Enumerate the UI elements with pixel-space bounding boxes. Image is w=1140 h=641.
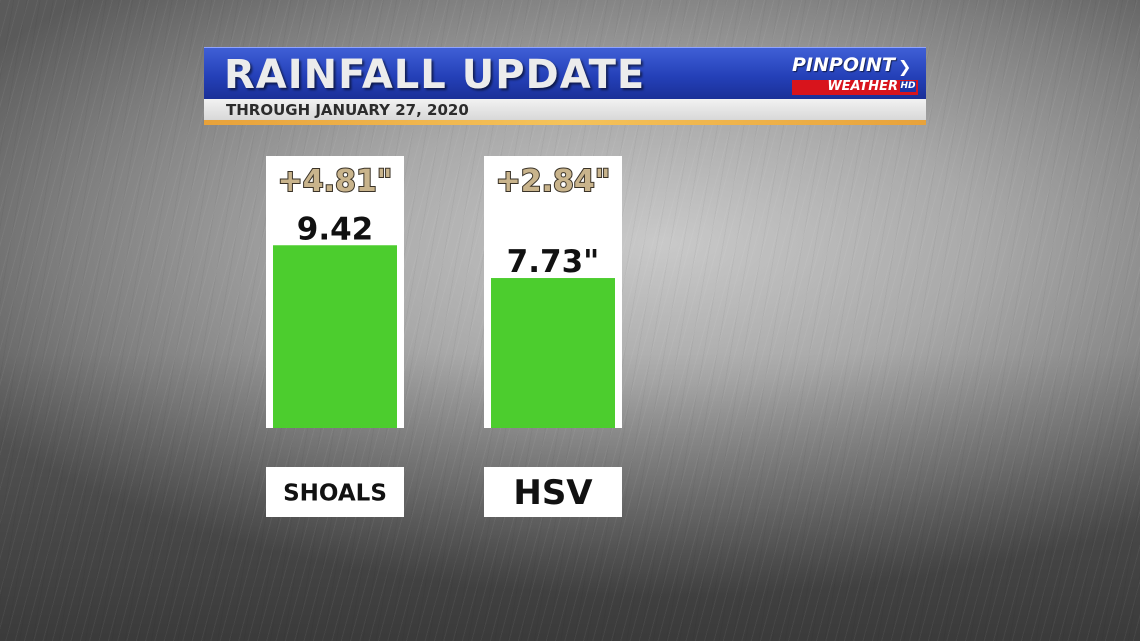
logo-hd-badge: HD xyxy=(900,81,916,92)
banner-stripe xyxy=(204,120,926,125)
category-label-shoals: SHOALS xyxy=(283,480,387,506)
bar-hsv xyxy=(491,278,615,428)
pinpoint-weather-logo: PINPOINT ❯ WEATHER HD xyxy=(792,54,918,98)
banner-subtitle-bar: THROUGH JANUARY 27, 2020 xyxy=(204,99,926,120)
chevron-right-icon: ❯ xyxy=(898,57,912,76)
logo-bottom-text: WEATHER xyxy=(827,79,898,94)
category-box-shoals xyxy=(266,467,404,517)
title-banner: RAINFALL UPDATE PINPOINT ❯ WEATHER HD TH… xyxy=(204,47,926,125)
value-label-hsv: 7.73" xyxy=(507,244,600,280)
value-label-shoals: 9.42 xyxy=(297,211,374,247)
bar-shoals xyxy=(273,245,397,428)
category-label-hsv: HSV xyxy=(513,473,593,513)
banner-subtitle: THROUGH JANUARY 27, 2020 xyxy=(226,101,469,119)
banner-title: RAINFALL UPDATE xyxy=(224,52,646,98)
departure-label-shoals: +4.81" xyxy=(278,164,393,199)
logo-top-text: PINPOINT xyxy=(792,54,895,76)
departure-label-hsv: +2.84" xyxy=(496,164,611,199)
category-box-hsv xyxy=(484,467,622,517)
logo-red-bar xyxy=(792,80,918,95)
banner-top-bar: RAINFALL UPDATE PINPOINT ❯ WEATHER HD xyxy=(204,47,926,100)
